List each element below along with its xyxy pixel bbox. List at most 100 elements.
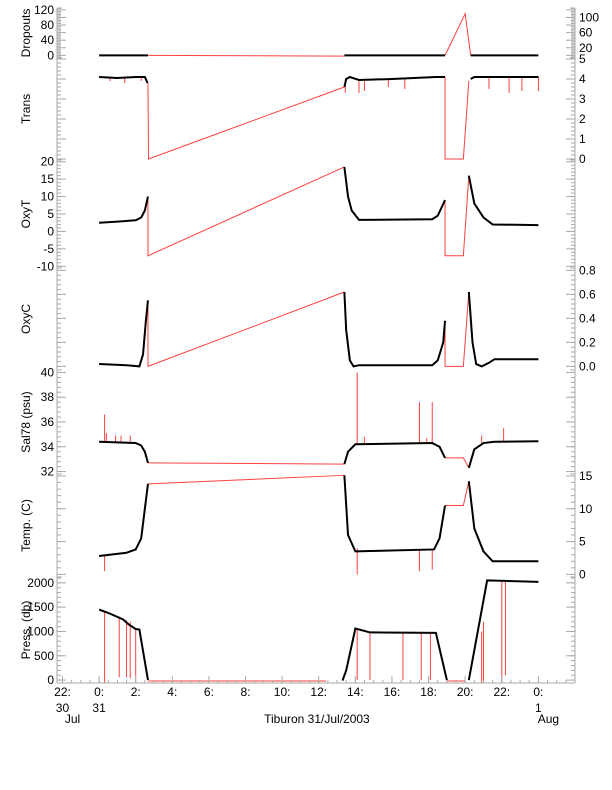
interpolated-line [147,166,345,257]
measured-line [467,175,539,227]
y-tick-label: 0 [579,567,586,581]
measured-line [470,76,539,80]
y-axis-label: Dropouts [19,9,33,58]
panel-3: 0.0 0.2 0.4 0.6 0.8 OxyC [19,263,596,373]
y-tick-label: 1500 [27,600,54,614]
y-tick-label: 34 [41,440,55,454]
y-tick-label: 10 [579,502,593,516]
interpolated-line [445,457,470,469]
interpolated-line [147,474,345,485]
y-tick-label: 20 [579,41,593,55]
x-tick-label: 4: [167,685,177,699]
x-tick-label: 12: [310,685,327,699]
measured-line [467,481,539,563]
x-tick-label: 10: [274,685,291,699]
y-tick-label: 0.2 [579,335,596,349]
x-tick-day: 30 [56,701,70,715]
interpolated-line [444,77,470,160]
y-tick-label: 36 [41,415,55,429]
x-tick-month: Jul [65,712,80,726]
x-tick-day: 1 [535,701,542,715]
measured-line [343,75,446,88]
x-tick-label: 2: [131,685,141,699]
measured-line [99,76,149,84]
x-tick-month: Aug [538,712,559,726]
measured-line [343,475,447,553]
interpolated-line [445,481,470,506]
y-tick-label: 0 [47,673,54,687]
y-tick-label: 32 [41,465,55,479]
x-tick-label: 14: [347,685,364,699]
measured-line [467,440,539,469]
panel-1: 0 1 2 3 4 5 Trans [19,52,586,166]
y-tick-label: 2000 [27,576,54,590]
interpolated-line [444,175,470,257]
measured-line [98,608,149,681]
x-tick-label: 0: [94,685,104,699]
y-tick-label: 0.8 [579,263,596,277]
y-tick-label: 40 [41,33,55,47]
x-tick-label: 16: [384,685,401,699]
y-axis-label: Press. (db) [19,601,33,660]
measured-line [99,300,149,368]
panel-2: -10 -5 0 5 10 15 20 OxyT [19,155,576,273]
y-tick-label: 38 [41,390,55,404]
measured-line [99,196,149,224]
measured-line [343,291,447,368]
y-axis-label: OxyT [19,199,33,228]
x-tick-label: 20: [457,685,474,699]
y-tick-label: 0.6 [579,287,596,301]
measured-line [99,440,149,464]
y-tick-label: 80 [41,18,55,32]
measured-line [343,166,446,221]
interpolated-line [444,291,470,367]
y-axis-label: Sal78 (psu) [19,391,33,452]
panel-4: 32 34 36 38 40 Sal78 (psu) [19,365,576,479]
interpolated-line [147,82,345,160]
y-tick-label: -10 [37,259,55,273]
measured-line [467,291,539,368]
y-tick-label: 5 [579,535,586,549]
interpolated-line [444,11,472,56]
y-tick-label: 0 [47,48,54,62]
x-tick-label: 22: [493,685,510,699]
y-tick-label: 100 [579,10,599,24]
panel-6: 0 500 1000 1500 2000 Press. (db) [19,576,576,687]
y-tick-label: 20 [41,155,55,169]
y-tick-label: 60 [579,26,593,40]
y-axis-label: OxyC [19,304,33,334]
x-tick-day: 31 [92,701,106,715]
x-tick-label: 18: [420,685,437,699]
y-tick-label: 5 [579,52,586,66]
y-tick-label: -5 [43,242,54,256]
interpolated-line [147,291,345,368]
y-tick-label: 4 [579,72,586,86]
y-tick-label: 5 [47,207,54,221]
y-tick-label: 40 [41,365,55,379]
panel-5: 0 5 10 15 Temp. (C) [19,469,593,581]
measured-line [467,579,539,681]
measured-line [341,627,448,681]
y-tick-label: 120 [34,3,54,17]
y-tick-label: 500 [34,649,54,663]
x-tick-label: 22: [54,685,71,699]
y-tick-label: 2 [579,112,586,126]
interpolated-line [147,462,345,465]
interpolated-line [147,54,345,57]
y-tick-label: 15 [41,172,55,186]
y-tick-label: 1 [579,132,586,146]
x-tick-label: 6: [204,685,214,699]
y-axis-label: Temp. (C) [19,499,33,552]
measured-line [343,442,446,465]
y-tick-label: 0 [47,224,54,238]
y-tick-label: 3 [579,92,586,106]
y-tick-label: 10 [41,190,55,204]
y-tick-label: 0.4 [579,311,596,325]
y-tick-label: 15 [579,469,593,483]
measured-line [98,483,149,557]
x-tick-label: 0: [533,685,543,699]
y-tick-label: 1000 [27,624,54,638]
